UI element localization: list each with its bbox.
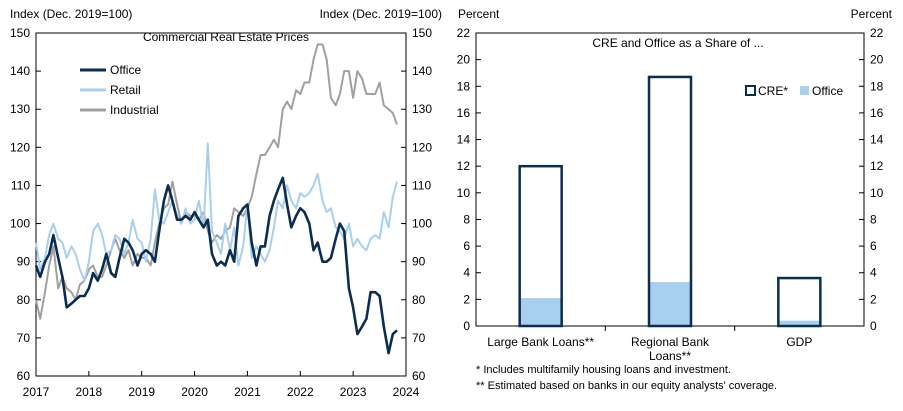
bar-right-axis-title: Percent xyxy=(851,7,893,21)
bar-cre xyxy=(777,276,822,328)
x-tick-label: 2022 xyxy=(287,385,314,399)
y-tick-label-left: 150 xyxy=(10,26,30,40)
x-tick-label: 2024 xyxy=(393,385,420,399)
bar-y-tick-label-left: 14 xyxy=(457,133,471,147)
bar-chart-title: CRE and Office as a Share of ... xyxy=(592,36,763,50)
bar-left-axis-title: Percent xyxy=(458,7,500,21)
series-line-industrial xyxy=(35,43,398,320)
y-tick-label-left: 100 xyxy=(10,217,30,231)
bar-y-tick-label-right: 18 xyxy=(870,79,884,93)
y-tick-label-left: 60 xyxy=(17,369,31,383)
line-chart-legend: Office Retail Industrial xyxy=(80,63,159,117)
x-tick-label: 2019 xyxy=(128,385,155,399)
bar-office xyxy=(778,320,821,326)
y-tick-label-right: 100 xyxy=(412,217,432,231)
y-tick-label-right: 90 xyxy=(412,255,426,269)
bar-y-tick-label-right: 12 xyxy=(870,159,884,173)
series-line-office xyxy=(34,176,398,355)
bar-y-tick-label-right: 8 xyxy=(870,212,877,226)
y-tick-label-left: 90 xyxy=(17,255,31,269)
bar-y-tick-label-right: 2 xyxy=(870,292,877,306)
y-tick-label-right: 110 xyxy=(412,178,431,192)
bar-y-tick-label-left: 20 xyxy=(457,53,471,67)
left-axis-title: Index (Dec. 2019=100) xyxy=(10,7,132,21)
legend-swatch-cre xyxy=(745,85,756,96)
bar-y-tick-label-right: 20 xyxy=(870,53,884,67)
y-tick-label-left: 120 xyxy=(10,140,30,154)
series-line-retail xyxy=(35,142,398,282)
bar-office xyxy=(519,298,562,326)
bar-cre xyxy=(518,164,563,328)
x-tick-label: 2023 xyxy=(340,385,367,399)
legend-swatch-office xyxy=(800,86,809,95)
legend-label-office: Office xyxy=(812,84,843,98)
line-plot-frame xyxy=(35,32,407,377)
y-tick-label-right: 150 xyxy=(412,26,432,40)
y-tick-label-left: 70 xyxy=(17,331,31,345)
footnote-2: ** Estimated based on banks in our equit… xyxy=(476,380,777,392)
bar-y-tick-label-right: 22 xyxy=(870,26,884,40)
bar-y-tick-label-right: 0 xyxy=(870,319,877,333)
line-chart: Index (Dec. 2019=100) Index (Dec. 2019=1… xyxy=(10,7,442,399)
y-tick-label-right: 130 xyxy=(412,102,432,116)
bar-category-label: GDP xyxy=(786,335,812,349)
x-tick-label: 2021 xyxy=(234,385,261,399)
bar-category-label: Large Bank Loans** xyxy=(487,335,594,349)
x-tick-label: 2020 xyxy=(181,385,208,399)
legend-label-industrial: Industrial xyxy=(110,103,159,117)
legend-label-cre: CRE* xyxy=(758,84,788,98)
bar-y-tick-label-right: 16 xyxy=(870,106,884,120)
bar-y-tick-label-right: 4 xyxy=(870,266,877,280)
bar-y-tick-label-left: 22 xyxy=(457,26,471,40)
footnote-1: * Includes multifamily housing loans and… xyxy=(476,364,731,376)
bar-y-tick-label-left: 0 xyxy=(463,319,470,333)
bar-y-tick-label-left: 6 xyxy=(463,239,470,253)
bar-cre xyxy=(647,75,693,328)
legend-label-office: Office xyxy=(110,63,141,77)
bar-category-label: Regional Bank Loans** xyxy=(631,335,710,363)
line-chart-title: Commercial Real Estate Prices xyxy=(143,30,309,44)
y-tick-label-left: 80 xyxy=(17,293,31,307)
y-tick-label-right: 80 xyxy=(412,293,426,307)
bar-y-tick-label-left: 18 xyxy=(457,79,471,93)
bar-y-tick-label-left: 2 xyxy=(463,292,470,306)
y-tick-label-left: 130 xyxy=(10,102,30,116)
bar-y-tick-label-left: 10 xyxy=(457,186,471,200)
y-tick-label-right: 120 xyxy=(412,140,432,154)
y-tick-label-right: 60 xyxy=(412,369,426,383)
x-tick-label: 2018 xyxy=(76,385,103,399)
bar-chart: Percent Percent CRE and Office as a Shar… xyxy=(457,7,893,392)
bar-office xyxy=(649,282,691,326)
x-tick-label: 2017 xyxy=(23,385,50,399)
bar-y-tick-label-left: 4 xyxy=(463,266,470,280)
y-tick-label-left: 110 xyxy=(11,178,30,192)
legend-label-retail: Retail xyxy=(110,83,141,97)
bar-y-tick-label-right: 6 xyxy=(870,239,877,253)
bar-y-tick-label-right: 10 xyxy=(870,186,884,200)
bar-y-tick-label-left: 8 xyxy=(463,212,470,226)
bar-y-tick-label-left: 12 xyxy=(457,159,471,173)
y-tick-label-left: 140 xyxy=(10,64,30,78)
bar-chart-legend: CRE* Office xyxy=(745,84,843,98)
y-tick-label-right: 70 xyxy=(412,331,426,345)
bar-y-tick-label-right: 14 xyxy=(870,133,884,147)
right-axis-title: Index (Dec. 2019=100) xyxy=(320,7,442,21)
y-tick-label-right: 140 xyxy=(412,64,432,78)
bar-y-tick-label-left: 16 xyxy=(457,106,471,120)
